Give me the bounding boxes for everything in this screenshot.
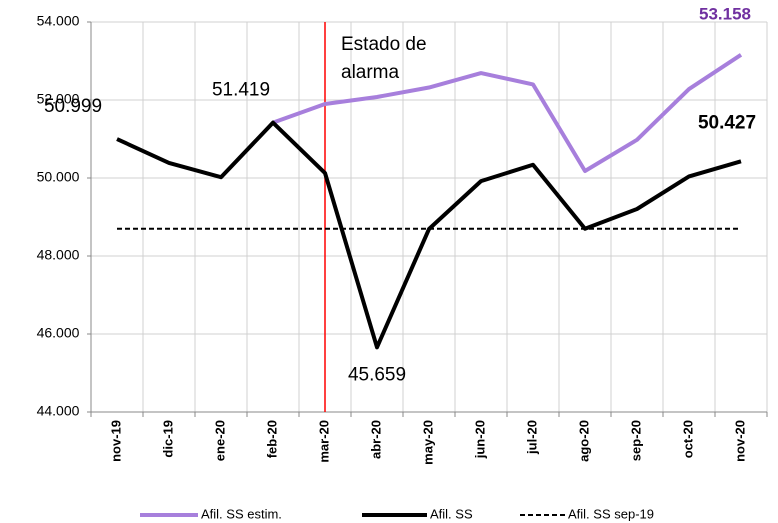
x-tick-label: nov-20 bbox=[732, 420, 747, 462]
x-tick-label: may-20 bbox=[420, 420, 435, 465]
y-tick-label: 50.000 bbox=[37, 169, 80, 185]
annotation-text: alarma bbox=[341, 62, 400, 83]
x-tick-label: ene-20 bbox=[212, 420, 227, 461]
annotation-text: Estado de bbox=[341, 34, 427, 55]
x-tick-label: sep-20 bbox=[628, 420, 643, 461]
x-tick-label: feb-20 bbox=[264, 420, 279, 458]
x-tick-label: ago-20 bbox=[576, 420, 591, 462]
data-label: 53.158 bbox=[699, 4, 751, 23]
legend-label: Afil. SS estim. bbox=[201, 506, 282, 521]
y-tick-label: 46.000 bbox=[37, 325, 80, 341]
series-line bbox=[116, 120, 742, 350]
data-label: 51.419 bbox=[212, 80, 270, 101]
x-tick-label: abr-20 bbox=[368, 420, 383, 459]
x-tick-label: nov-19 bbox=[108, 420, 123, 462]
x-tick-label: jun-20 bbox=[472, 420, 487, 459]
x-tick-label: mar-20 bbox=[316, 420, 331, 463]
data-label: 50.427 bbox=[698, 112, 756, 133]
y-tick-label: 44.000 bbox=[37, 403, 80, 419]
y-tick-label: 48.000 bbox=[37, 247, 80, 263]
series-line bbox=[272, 53, 743, 173]
legend-label: Afil. SS bbox=[430, 506, 473, 521]
x-tick-label: jul-20 bbox=[524, 420, 539, 455]
legend-label: Afil. SS sep-19 bbox=[568, 506, 654, 521]
y-tick-label: 54.000 bbox=[37, 13, 80, 29]
x-tick-label: dic-19 bbox=[160, 420, 175, 458]
data-label: 50.999 bbox=[44, 96, 102, 117]
x-tick-label: oct-20 bbox=[680, 420, 695, 458]
data-label: 45.659 bbox=[348, 364, 406, 385]
y-tick-label: 52.000 bbox=[37, 91, 80, 107]
